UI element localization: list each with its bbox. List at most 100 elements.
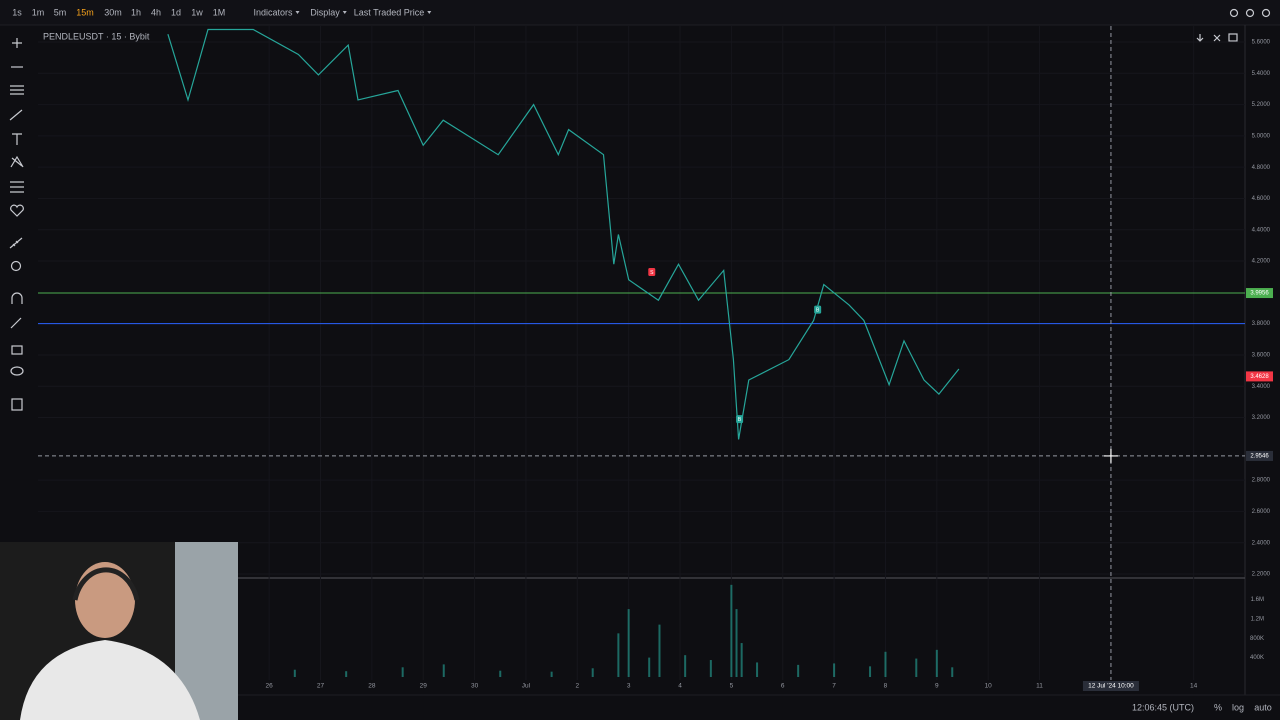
scale-button[interactable]: log [1232,702,1244,712]
magnet-tool[interactable] [11,292,23,304]
date-tick-label: 6 [781,683,785,690]
interval-button[interactable]: 1w [191,7,203,17]
ruler-tool[interactable] [9,237,23,249]
price-badge-label: 3.9956 [1250,291,1269,297]
menu-button[interactable]: Indicators [253,7,293,17]
symbol-label: PENDLEUSDT · 15 · Bybit [43,31,150,41]
volume-bar [833,663,836,677]
brush-tool[interactable] [9,109,23,121]
price-tick-label: 4.6000 [1252,196,1271,202]
draw-mode-tool[interactable] [10,317,22,329]
close-button[interactable] [1213,34,1221,42]
price-tick-label: 2.6000 [1252,509,1271,515]
headphones [72,567,140,601]
volume-bar [684,655,687,677]
volume-tick-label: 400K [1250,655,1264,661]
interval-button[interactable]: 1h [131,7,141,17]
crosshair-tool[interactable] [12,38,22,48]
date-tick-label: 27 [317,683,325,690]
interval-button[interactable]: 1s [12,7,22,17]
volume-bar [345,671,348,677]
volume-bar [550,671,553,677]
settings-button[interactable] [1245,8,1255,18]
price-tick-label: 4.2000 [1252,259,1271,265]
price-tick-label: 5.0000 [1252,133,1271,139]
date-tick-label: 2 [575,683,579,690]
volume-bar [735,609,738,677]
clock: 12:06:45 (UTC) [1132,702,1194,712]
favorite-tool[interactable] [10,204,24,217]
interval-button[interactable]: 1d [171,7,181,17]
pattern-tool[interactable] [10,155,24,168]
scroll-down-button[interactable] [1196,34,1204,42]
volume-bar [951,667,954,677]
dropdown-caret [427,11,432,14]
date-tick-label: 8 [884,683,888,690]
volume-tick-label: 1.2M [1251,616,1264,622]
volume-bar [442,664,445,677]
price-tick-label: 2.2000 [1252,572,1271,578]
price-tick-label: 2.8000 [1252,478,1271,484]
date-tick-label: 11 [1036,683,1043,690]
scale-button[interactable]: % [1214,702,1222,712]
crosshair-price-label: 2.9546 [1250,454,1269,460]
price-tick-label: 3.4000 [1252,384,1271,390]
trade-marker-label: B [738,417,742,423]
trade-marker [648,268,656,277]
lock-tool[interactable] [11,345,23,355]
trade-marker [814,305,822,314]
delete-tool[interactable] [11,398,23,411]
text-tool[interactable] [12,133,22,145]
interval-button[interactable]: 1m [32,7,45,17]
volume-bar [401,667,404,677]
date-tick-label: 7 [832,683,836,690]
person-shirt [20,640,200,720]
volume-bar [869,666,872,677]
volume-bar [884,651,887,677]
menu-button[interactable]: Display [310,7,340,17]
crosshair-date-badge [1082,681,1139,691]
price-tick-label: 5.2000 [1252,102,1271,108]
volume-bar [591,668,594,677]
zoom-tool[interactable] [10,260,22,272]
crosshair-price-badge [1246,450,1273,461]
interval-button[interactable]: 4h [151,7,161,17]
interval-button[interactable]: 30m [104,7,122,17]
date-tick-label: 26 [266,683,274,690]
last-price-label: 3.4628 [1250,374,1269,380]
volume-bar [797,664,800,677]
volume-bar [617,633,620,677]
cursor [1103,448,1118,463]
snapshot-button[interactable] [1229,8,1239,18]
dropdown-caret [342,11,347,14]
volume-bar [709,660,712,677]
price-tick-label: 5.4000 [1252,71,1271,77]
fullscreen-button[interactable] [1261,8,1271,18]
interval-button[interactable]: 5m [54,7,67,17]
interval-button[interactable]: 15m [76,7,94,17]
date-tick-label: 29 [420,683,428,690]
date-tick-label: 10 [985,683,993,690]
prediction-tool[interactable] [10,181,24,193]
volume-bar [740,643,743,677]
volume-bar [915,658,918,677]
volume-bar [756,662,759,677]
volume-bar [627,609,630,677]
maximize-button[interactable] [1228,33,1238,42]
top-toolbar [0,0,1280,25]
date-tick-label: 3 [627,683,631,690]
drawing-toolbar[interactable] [9,38,24,411]
price-tick-label: 3.6000 [1252,353,1271,359]
price-tick-label: 4.8000 [1252,165,1271,171]
fib-tool[interactable] [10,85,24,95]
trade-marker-label: B [816,307,820,313]
visibility-tool[interactable] [10,366,24,376]
window-controls[interactable] [1196,8,1271,42]
menu-button[interactable]: Last Traded Price [354,7,425,17]
scale-button[interactable]: auto [1254,702,1272,712]
date-tick-label: 14 [1190,683,1198,690]
volume-bar [935,649,938,677]
interval-button[interactable]: 1M [213,7,226,17]
last-price-badge [1246,371,1273,382]
